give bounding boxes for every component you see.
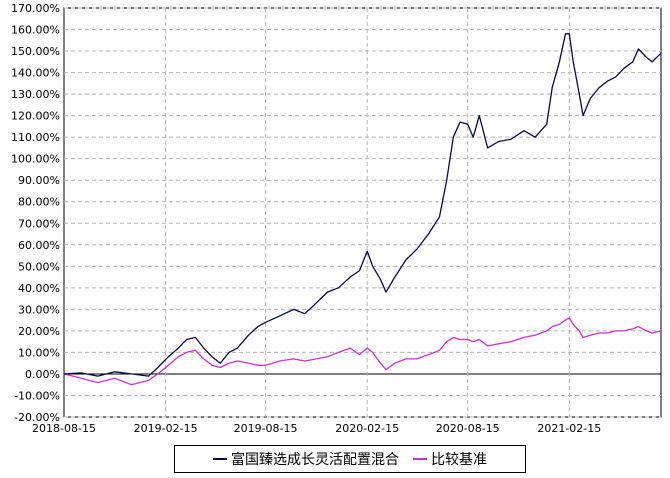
legend-swatch-fund — [213, 458, 227, 460]
x-tick-label: 2020-02-15 — [335, 422, 399, 435]
y-tick-label: 170.00% — [11, 2, 60, 15]
y-tick-label: 60.00% — [18, 239, 60, 252]
legend-item-benchmark: 比较基准 — [413, 449, 487, 469]
y-tick-label: 130.00% — [11, 88, 60, 101]
y-tick-label: 160.00% — [11, 24, 60, 37]
legend-swatch-benchmark — [413, 458, 427, 460]
grid-lines — [64, 7, 661, 418]
x-tick-label: 2019-02-15 — [134, 422, 198, 435]
y-tick-label: 50.00% — [18, 260, 60, 273]
y-tick-label: 100.00% — [11, 153, 60, 166]
plot-area — [63, 7, 662, 418]
y-tick-label: 0.00% — [25, 368, 60, 381]
series-lines — [63, 33, 662, 386]
y-axis-ticks: 170.00% 160.00% 150.00% 140.00% 130.00% 120.0… — [11, 2, 60, 424]
legend: 富国臻选成长灵活配置混合 比较基准 — [174, 445, 526, 473]
y-tick-label: 20.00% — [18, 325, 60, 338]
y-tick-label: 120.00% — [11, 110, 60, 123]
y-tick-label: -10.00% — [14, 389, 60, 402]
y-tick-label: 80.00% — [18, 196, 60, 209]
y-tick-label: -20.00% — [14, 411, 60, 424]
x-axis-ticks: 2018-08-15 2019-02-15 2019-08-15 2020-02-15… — [32, 422, 601, 435]
x-tick-label: 2020-08-15 — [436, 422, 500, 435]
y-tick-label: 110.00% — [11, 131, 60, 144]
series-line-fund — [63, 33, 662, 377]
y-tick-label: 90.00% — [18, 174, 60, 187]
y-tick-label: 70.00% — [18, 217, 60, 230]
y-tick-label: 40.00% — [18, 282, 60, 295]
y-tick-label: 140.00% — [11, 67, 60, 80]
y-tick-label: 30.00% — [18, 303, 60, 316]
legend-label-benchmark: 比较基准 — [431, 452, 487, 468]
y-tick-label: 150.00% — [11, 45, 60, 58]
x-tick-label: 2019-08-15 — [234, 422, 298, 435]
legend-item-fund: 富国臻选成长灵活配置混合 — [213, 449, 399, 469]
y-tick-label: 10.00% — [18, 346, 60, 359]
x-tick-label: 2018-08-15 — [32, 422, 96, 435]
series-line-benchmark — [63, 317, 662, 386]
legend-label-fund: 富国臻选成长灵活配置混合 — [231, 452, 399, 468]
x-tick-label: 2021-02-15 — [537, 422, 601, 435]
